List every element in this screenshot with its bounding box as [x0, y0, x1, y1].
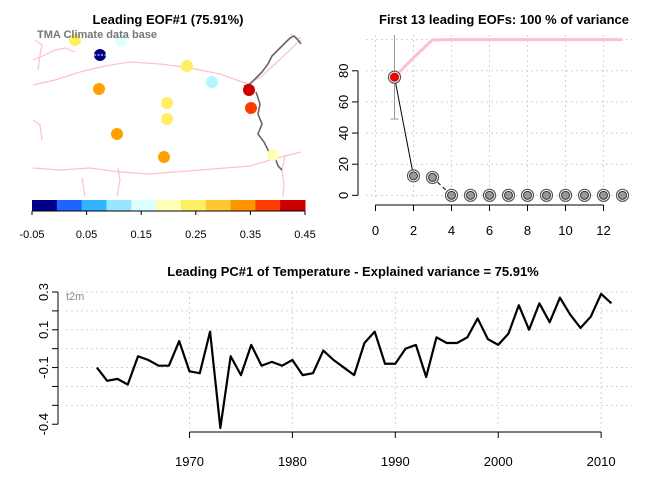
scree-marks	[387, 35, 630, 202]
station-dot	[115, 35, 127, 47]
colorbar-swatch	[255, 200, 281, 211]
station-dot	[111, 128, 123, 140]
y-tick-label: 20	[336, 157, 351, 171]
colorbar-swatch	[106, 200, 132, 211]
colorbar-swatch	[230, 200, 256, 211]
x-tick-label: 2000	[484, 454, 513, 469]
eigenvalue-point-inner	[409, 171, 418, 181]
x-tick-label: 8	[524, 223, 531, 238]
y-tick-label: 40	[336, 126, 351, 140]
colorbar-tick-label: -0.05	[19, 229, 44, 241]
x-tick-label: 2010	[587, 454, 616, 469]
cumulative-variance-line	[393, 38, 623, 79]
y-tick-label: 80	[336, 64, 351, 78]
eigenvalue-point-inner	[523, 190, 532, 200]
station-dot	[245, 102, 257, 114]
eigenvalue-point-inner	[466, 190, 475, 200]
station-dot	[243, 84, 255, 96]
eigenvalue-point-inner	[618, 190, 627, 200]
station-dot	[161, 113, 173, 125]
coastline	[243, 35, 302, 171]
colorbar-swatch	[280, 200, 306, 211]
station-dot	[267, 149, 279, 161]
station-dot	[206, 76, 218, 88]
y-tick-label: 0.3	[36, 283, 51, 301]
pc-series-line	[96, 292, 613, 430]
station-dot	[158, 151, 170, 163]
x-tick-label: 1970	[175, 454, 204, 469]
series-label: t2m	[66, 291, 84, 303]
y-tick-label: -0.4	[36, 413, 51, 435]
x-tick-label: 2	[410, 223, 417, 238]
pc-panel: Leading PC#1 of Temperature - Explained …	[36, 264, 632, 469]
y-tick-label: 0.1	[36, 321, 51, 339]
colorbar-swatch	[81, 200, 107, 211]
scree-panel: First 13 leading EOFs: 100 % of variance…	[336, 12, 632, 238]
colorbar-tick-label: 0.25	[185, 229, 206, 241]
scree-axes: 0 20 40 60 80 0 2 4 6 8 10 12	[336, 64, 611, 238]
x-tick-label: 1990	[381, 454, 410, 469]
y-tick-label: 60	[336, 95, 351, 109]
x-tick-label: 0	[372, 223, 379, 238]
data-source-label: TMA Climate data base	[37, 29, 157, 41]
x-tick-label: 6	[486, 223, 493, 238]
colorbar-swatch	[131, 200, 157, 211]
x-tick-label: 1980	[278, 454, 307, 469]
station-dot	[93, 83, 105, 95]
pc-grid	[66, 291, 632, 428]
colorbar-tick-label: 0.05	[76, 229, 97, 241]
eigenvalue-point-inner	[561, 190, 570, 200]
eof-map-panel: Leading EOF#1 (75.91%)	[19, 12, 315, 241]
eigenvalue-point-inner	[447, 190, 456, 200]
colorbar-tick-label: 0.45	[294, 229, 315, 241]
station-dot	[69, 34, 81, 46]
pc-title: Leading PC#1 of Temperature - Explained …	[167, 264, 539, 279]
y-tick-label: -0.1	[36, 356, 51, 378]
scree-grid	[366, 35, 632, 200]
colorbar-tick-label: 0.15	[130, 229, 151, 241]
eigenvalue-point-inner	[504, 190, 513, 200]
colorbar-tick-label: 0.35	[240, 229, 261, 241]
colorbar-ticks: -0.05 0.05 0.15 0.25 0.35 0.45	[19, 211, 316, 241]
y-tick-label: 0	[336, 192, 351, 199]
eigenvalue-point-inner	[485, 190, 494, 200]
eigenvalue-point-inner	[428, 172, 437, 182]
x-tick-label: 12	[596, 223, 610, 238]
x-tick-label: 10	[558, 223, 572, 238]
colorbar-swatch	[32, 200, 58, 211]
station-dot	[94, 49, 106, 61]
x-tick-label: 4	[448, 223, 455, 238]
colorbar-swatch	[205, 200, 232, 211]
eigenvalue-point-inner	[390, 72, 399, 82]
colorbar-swatch	[156, 200, 182, 211]
eigen-line	[394, 77, 414, 176]
pc-axes: 0.3 0.1 -0.1 -0.4 1970 1980 1990 2000 2010	[36, 283, 616, 469]
station-dot	[181, 60, 193, 72]
scree-title: First 13 leading EOFs: 100 % of variance	[379, 12, 629, 27]
colorbar	[32, 200, 306, 211]
colorbar-swatch	[56, 200, 83, 211]
pc-marks	[96, 292, 613, 430]
station-dot	[161, 97, 173, 109]
eigenvalue-point-inner	[542, 190, 551, 200]
eigenvalue-point-inner	[580, 190, 589, 200]
eigenvalue-point-inner	[599, 190, 608, 200]
colorbar-swatch	[180, 200, 207, 211]
map-title: Leading EOF#1 (75.91%)	[93, 12, 244, 27]
